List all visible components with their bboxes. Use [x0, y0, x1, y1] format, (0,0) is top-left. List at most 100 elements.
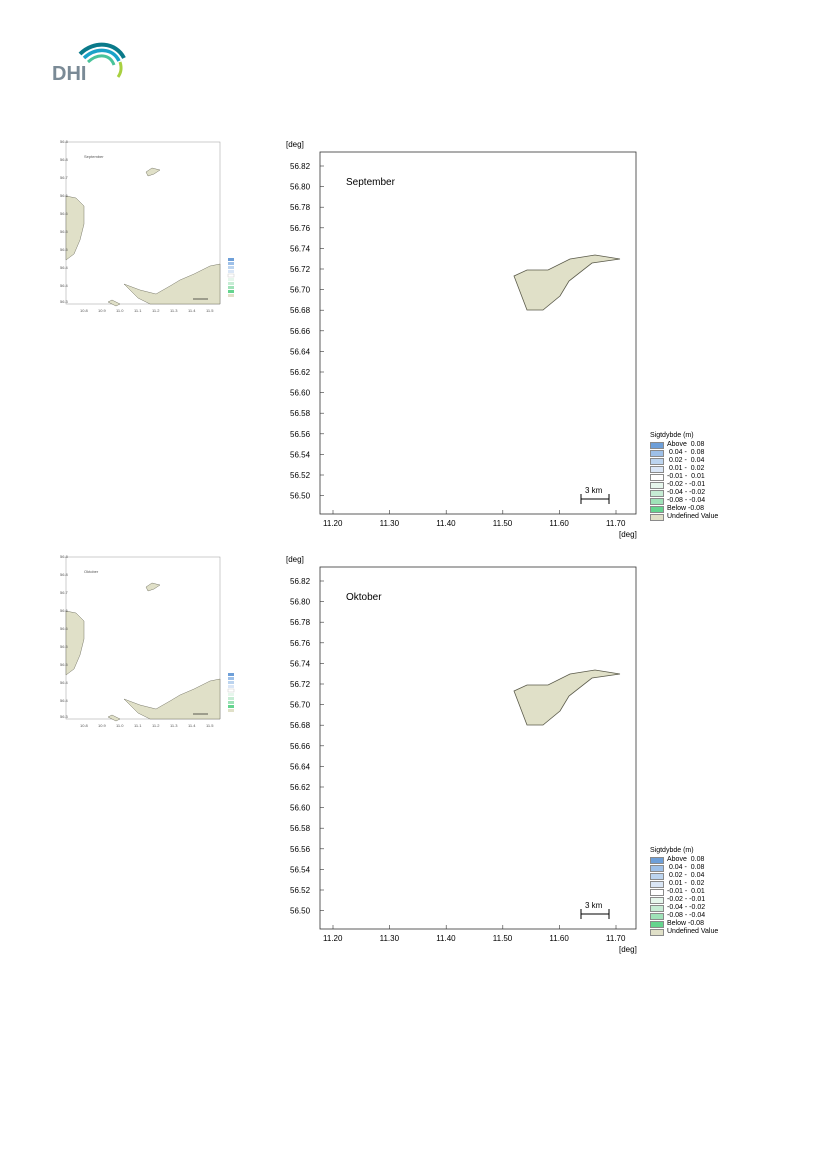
thumb-legend [227, 673, 235, 712]
legend-label: 0.04 - 0.08 [667, 449, 705, 456]
lon-tick-label: 11.30 [380, 519, 400, 528]
legend-swatch [650, 473, 664, 481]
legend-swatch [650, 928, 664, 936]
lon-tick-label: 11.30 [380, 934, 400, 943]
legend-item: -0.02 - -0.01 [650, 481, 718, 489]
lat-tick-label: 56.82 [290, 577, 311, 586]
svg-text:56.6: 56.6 [60, 626, 69, 631]
legend-oktober: Sigtdybde (m) Above 0.08 0.04 - 0.08 0.0… [650, 847, 718, 936]
lat-tick-label: 56.62 [290, 783, 311, 792]
svg-text:56.6: 56.6 [60, 193, 69, 198]
lon-tick-label: 11.20 [323, 519, 343, 528]
map-frame [319, 566, 637, 930]
lat-tick-label: 56.60 [290, 804, 311, 813]
lat-tick-label: 56.66 [290, 327, 311, 336]
legend-label: -0.04 - -0.02 [667, 904, 706, 911]
lat-tick-label: 56.50 [290, 492, 311, 501]
legend-label: -0.01 - 0.01 [667, 888, 705, 895]
legend-item: -0.08 - -0.04 [650, 912, 718, 920]
legend-item: Below -0.08 [650, 505, 718, 513]
legend-item: -0.04 - -0.02 [650, 489, 718, 497]
lat-tick-label: 56.76 [290, 639, 311, 648]
legend-item: -0.08 - -0.04 [650, 497, 718, 505]
thumb-lon-ticks: 10.8 10.9 11.0 11.1 11.2 11.3 11.4 11.5 [80, 723, 214, 728]
lat-tick-label: 56.52 [290, 886, 311, 895]
svg-text:11.0: 11.0 [116, 723, 124, 728]
legend-swatch [650, 481, 664, 489]
legend-swatch [650, 489, 664, 497]
lat-tick-label: 56.54 [290, 865, 311, 874]
legend-swatch [650, 880, 664, 888]
lat-tick-label: 56.54 [290, 450, 311, 459]
lat-tick-label: 56.50 [290, 907, 311, 916]
svg-text:11.5: 11.5 [206, 308, 214, 313]
legend-label: Above 0.08 [667, 856, 705, 863]
legend-swatch [650, 457, 664, 465]
svg-text:56.4: 56.4 [60, 283, 69, 288]
scale-bar-label: 3 km [585, 901, 603, 910]
thumb-lat-ticks: 56.8 56.8 56.7 56.6 56.6 56.5 56.5 56.4 56.4… [60, 139, 69, 304]
thumb-title-oktober: Oktober [84, 569, 99, 574]
legend-item: Below -0.08 [650, 920, 718, 928]
svg-text:11.3: 11.3 [170, 723, 178, 728]
svg-text:56.7: 56.7 [60, 590, 69, 595]
land-polygon [513, 254, 621, 311]
legend-item: Above 0.08 [650, 856, 718, 864]
legend-item: Undefined Value [650, 513, 718, 521]
lat-tick-label: 56.70 [290, 701, 311, 710]
lat-tick-label: 56.74 [290, 244, 311, 253]
lat-unit-label: [deg] [286, 140, 304, 149]
legend-swatch [650, 449, 664, 457]
legend-label: 0.02 - 0.04 [667, 457, 705, 464]
legend-label: 0.02 - 0.04 [667, 872, 705, 879]
legend-swatch [650, 864, 664, 872]
legend-item: -0.01 - 0.01 [650, 888, 718, 896]
scale-bar: 3 km [580, 486, 610, 504]
svg-text:11.0: 11.0 [116, 308, 124, 313]
lat-tick-label: 56.80 [290, 598, 311, 607]
lon-tick-label: 11.40 [436, 519, 456, 528]
svg-text:11.1: 11.1 [134, 723, 142, 728]
svg-text:10.9: 10.9 [98, 723, 107, 728]
legend-items: Above 0.08 0.04 - 0.08 0.02 - 0.04 0.01 … [650, 441, 718, 521]
lon-tick-label: 11.40 [436, 934, 456, 943]
map-title-september: September [346, 177, 396, 188]
legend-swatch [650, 872, 664, 880]
legend-label: -0.01 - 0.01 [667, 473, 705, 480]
legend-title: Sigtdybde (m) [650, 432, 694, 439]
svg-text:10.8: 10.8 [80, 308, 89, 313]
svg-text:56.5: 56.5 [60, 662, 69, 667]
svg-text:56.4: 56.4 [60, 265, 69, 270]
legend-label: -0.08 - -0.04 [667, 497, 706, 504]
lat-unit-label: [deg] [286, 555, 304, 564]
svg-text:11.5: 11.5 [206, 723, 214, 728]
legend-item: 0.01 - 0.02 [650, 880, 718, 888]
legend-item: Undefined Value [650, 928, 718, 936]
svg-text:56.3: 56.3 [60, 714, 69, 719]
lon-tick-label: 11.20 [323, 934, 343, 943]
legend-label: 0.04 - 0.08 [667, 864, 705, 871]
lat-tick-label: 56.56 [290, 845, 311, 854]
legend-swatch [650, 912, 664, 920]
legend-swatch [650, 513, 664, 521]
svg-text:10.8: 10.8 [80, 723, 89, 728]
lat-tick-label: 56.56 [290, 430, 311, 439]
svg-text:56.4: 56.4 [60, 680, 69, 685]
svg-text:56.3: 56.3 [60, 299, 69, 304]
scale-bar: 3 km [580, 901, 610, 919]
thumb-legend [227, 258, 235, 297]
lat-tick-label: 56.68 [290, 306, 311, 315]
lon-tick-label: 11.50 [493, 934, 513, 943]
svg-text:11.4: 11.4 [188, 308, 196, 313]
thumbnail-map-september: September 56.8 56.8 56.7 56.6 56.6 56.5 56.… [60, 139, 235, 313]
legend-swatch [650, 920, 664, 928]
legend-swatch [650, 465, 664, 473]
legend-swatch [650, 896, 664, 904]
legend-label: -0.02 - -0.01 [667, 481, 706, 488]
legend-item: 0.02 - 0.04 [650, 872, 718, 880]
lat-tick-label: 56.82 [290, 162, 311, 171]
legend-item: -0.01 - 0.01 [650, 473, 718, 481]
lat-tick-label: 56.72 [290, 680, 311, 689]
svg-text:10.9: 10.9 [98, 308, 107, 313]
lon-axis-ticks: 11.20 11.30 11.40 11.50 11.60 11.70 [323, 510, 626, 528]
